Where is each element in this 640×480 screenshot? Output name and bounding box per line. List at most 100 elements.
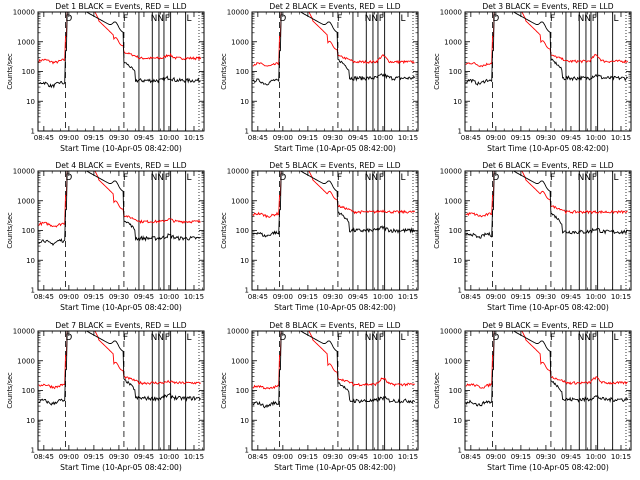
interval-label: N [584,333,591,343]
panel-3: Det 3 BLACK = Events, RED = LLD Counts/se… [433,2,632,153]
y-tick-label: 1000 [231,197,249,205]
x-tick-label: 08:45 [461,134,481,142]
x-tick-label: 10:15 [611,293,631,301]
x-tick-label: 09:15 [84,293,104,301]
x-tick-label: 08:45 [461,453,481,461]
x-tick-label: 09:45 [348,293,368,301]
y-tick-label: 10 [453,417,462,425]
y-tick-label: 10 [240,98,249,106]
panel-5: Det 5 BLACK = Events, RED = LLD Counts/se… [220,161,419,312]
y-axis-label: Counts/sec [6,372,14,409]
y-tick-label: 10 [240,257,249,265]
interval-label: N [578,173,585,183]
plot-frame [251,11,419,132]
x-tick-label: 09:30 [323,134,343,142]
lld-series-line [38,11,202,65]
panel-title: Det 8 BLACK = Events, RED = LLD [269,321,400,330]
lld-series-line [38,330,201,390]
y-tick-label: 1 [245,447,249,455]
y-tick-label: 100 [236,227,249,235]
x-tick-label: 09:15 [84,453,104,461]
interval-label: F [337,173,342,183]
interval-label: F [592,173,597,183]
y-tick-label: 100 [449,227,462,235]
y-tick-label: 100 [236,68,249,76]
x-tick-label: 09:45 [348,134,368,142]
interval-label: N [371,333,378,343]
x-axis-label: Start Time (10-Apr-05 08:42:00) [60,144,182,153]
interval-label: D [65,14,72,24]
x-axis-label: Start Time (10-Apr-05 08:42:00) [274,463,396,472]
lld-series-line [465,170,628,218]
y-tick-label: 1000 [17,357,35,365]
y-tick-label: 1000 [17,197,35,205]
plot-frame [464,170,632,291]
interval-label: N [151,14,158,24]
interval-label: F [165,173,170,183]
y-axis-label: Counts/sec [433,372,441,409]
x-axis-label: Start Time (10-Apr-05 08:42:00) [274,303,396,312]
x-tick-label: 09:00 [486,293,506,301]
plot-frame [464,330,632,451]
x-tick-label: 10:00 [159,453,179,461]
x-axis-label: Start Time (10-Apr-05 08:42:00) [487,144,609,153]
y-axis-label: Counts/sec [6,212,14,249]
interval-label: N [157,333,164,343]
x-tick-label: 10:15 [184,134,204,142]
plot-frame [37,170,205,291]
x-tick-label: 08:45 [34,134,54,142]
x-tick-label: 10:15 [398,453,418,461]
panel-title: Det 6 BLACK = Events, RED = LLD [482,161,613,170]
y-axis-label: Counts/sec [220,212,228,249]
x-tick-label: 09:45 [348,453,368,461]
y-tick-label: 1000 [444,38,462,46]
x-tick-label: 10:00 [586,453,606,461]
x-tick-label: 09:45 [561,134,581,142]
x-tick-label: 09:30 [536,293,556,301]
x-tick-label: 09:45 [561,453,581,461]
interval-label: L [613,173,618,183]
interval-label: L [613,14,618,24]
y-tick-label: 10000 [440,328,462,336]
x-tick-label: 09:00 [273,453,293,461]
y-tick-label: 100 [22,227,35,235]
interval-label: D [65,173,72,183]
y-tick-label: 1000 [444,357,462,365]
events-series-line [465,330,629,407]
panel-title: Det 1 BLACK = Events, RED = LLD [55,2,186,11]
interval-label: L [186,173,191,183]
panel-title: Det 7 BLACK = Events, RED = LLD [55,321,186,330]
y-tick-label: 1000 [17,38,35,46]
events-series-line [252,11,416,86]
y-tick-label: 10 [26,98,35,106]
x-tick-label: 09:15 [298,293,318,301]
y-tick-label: 10000 [227,328,249,336]
y-tick-label: 1 [245,128,249,136]
x-tick-label: 08:45 [461,293,481,301]
lld-series-line [38,170,201,228]
plot-frame [464,11,632,132]
plot-frame [37,330,205,451]
y-tick-label: 1000 [231,357,249,365]
y-tick-label: 1 [458,128,462,136]
y-tick-label: 10 [453,257,462,265]
interval-label: N [371,14,378,24]
interval-label: F [379,14,384,24]
y-tick-label: 100 [22,68,35,76]
events-series-line [38,11,201,89]
panel-title: Det 4 BLACK = Events, RED = LLD [55,161,186,170]
x-tick-label: 09:30 [536,453,556,461]
plot-frame [251,330,419,451]
x-tick-label: 09:00 [59,293,79,301]
interval-label: D [279,14,286,24]
y-tick-label: 1 [31,447,35,455]
y-tick-label: 1 [458,447,462,455]
x-tick-label: 09:00 [486,453,506,461]
interval-label: F [165,333,170,343]
panel-4: Det 4 BLACK = Events, RED = LLD Counts/se… [6,161,205,312]
y-axis-label: Counts/sec [433,53,441,90]
interval-label: N [157,14,164,24]
interval-label: N [365,333,372,343]
events-series-line [38,330,202,406]
